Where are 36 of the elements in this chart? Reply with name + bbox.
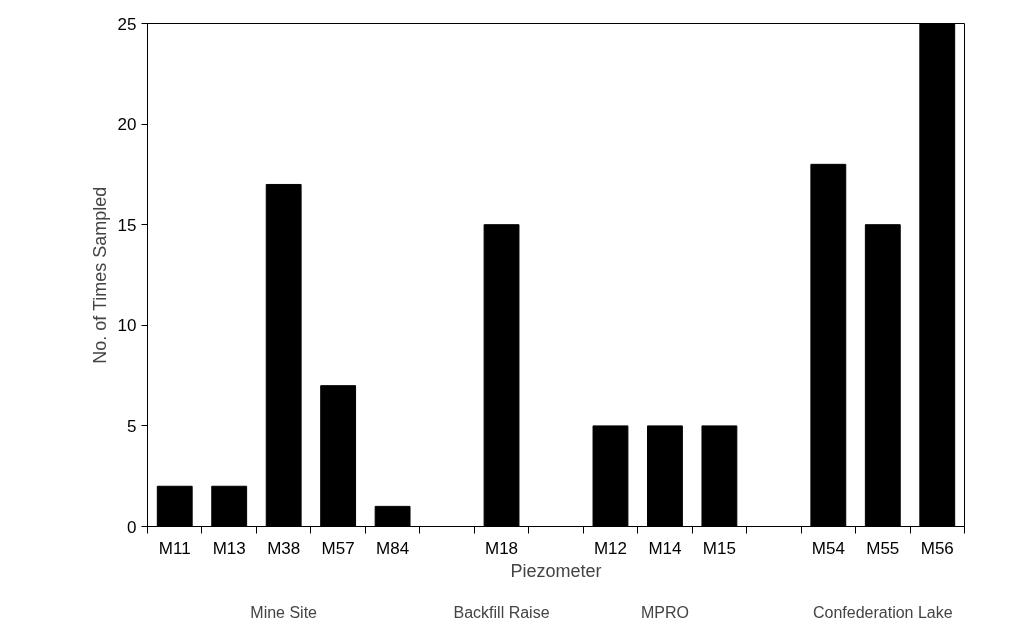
y-tick-label: 5	[127, 416, 137, 436]
x-tick-label: M14	[648, 538, 682, 558]
x-tick-label: M57	[321, 538, 355, 558]
x-tick-label: M18	[485, 538, 519, 558]
x-axis-title: Piezometer	[510, 560, 602, 581]
bar	[701, 425, 738, 527]
bar	[265, 183, 302, 527]
y-axis-title: No. of Times Sampled	[89, 186, 110, 364]
text: Confederation Lake	[812, 603, 953, 621]
bar	[919, 23, 956, 527]
y-tick-label: 20	[117, 115, 137, 135]
x-tick-label: M12	[593, 538, 628, 558]
x-tick-label: M13	[212, 538, 246, 558]
bar	[374, 505, 411, 527]
bar	[592, 425, 629, 527]
x-tick-label: M54	[811, 538, 845, 558]
x-tick-label: M15	[702, 538, 736, 558]
bar	[320, 385, 357, 527]
x-tick-label: M84	[376, 538, 410, 558]
bar	[483, 224, 520, 527]
y-tick-label: 0	[127, 517, 137, 537]
y-tick-label: 25	[117, 14, 137, 34]
bar	[647, 425, 683, 527]
text: Mine Site	[250, 603, 318, 621]
x-tick-label: M38	[267, 538, 301, 558]
text: MPRO	[640, 603, 689, 621]
text: Backfill Raise	[453, 603, 550, 621]
bar	[810, 163, 847, 527]
x-tick-label: M56	[920, 538, 954, 558]
x-tick-label: M11	[158, 538, 191, 558]
y-tick-label: 10	[117, 316, 137, 336]
y-tick-label: 15	[117, 215, 137, 235]
bar	[211, 485, 248, 527]
bar	[156, 485, 193, 527]
bar	[864, 224, 901, 527]
x-tick-label: M55	[866, 538, 900, 558]
